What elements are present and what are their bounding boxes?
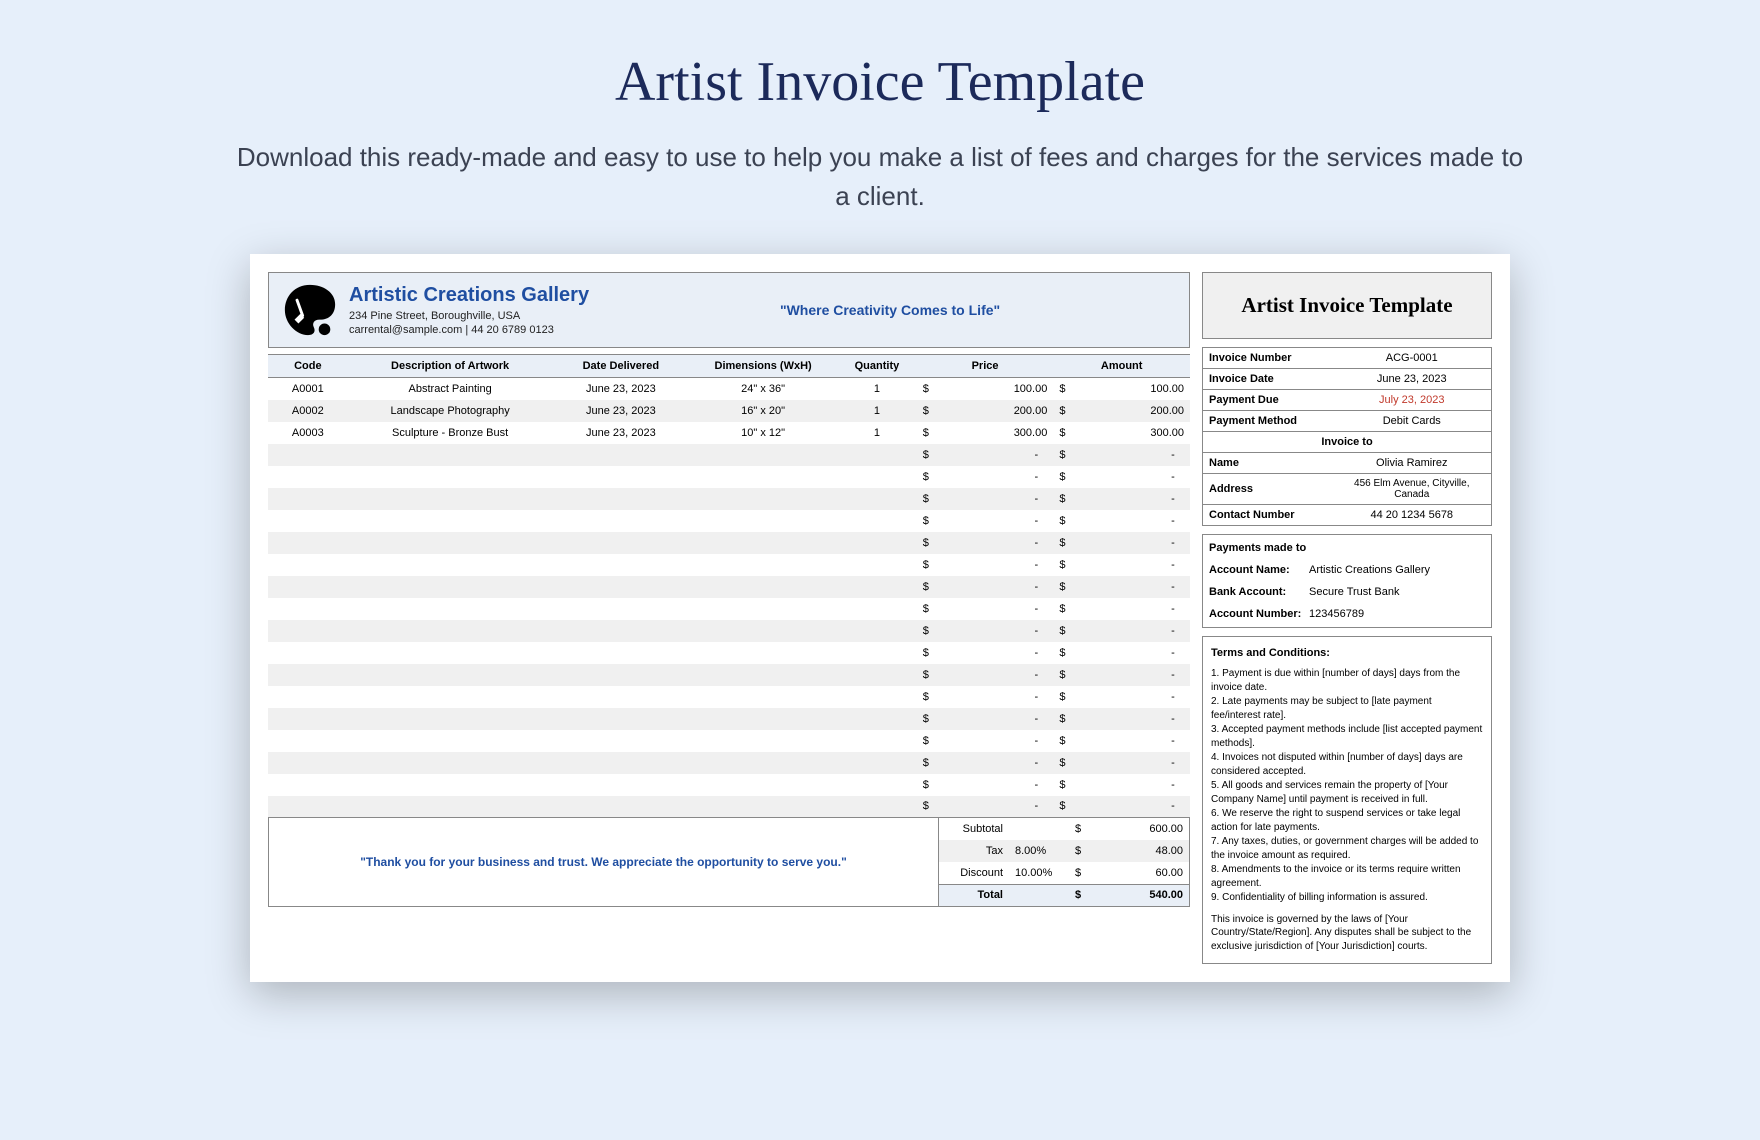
terms-item: 5. All goods and services remain the pro…: [1211, 779, 1483, 806]
bank-name: Secure Trust Bank: [1309, 586, 1400, 598]
tax-value: 48.00: [1155, 845, 1183, 857]
tax-pct: 8.00%: [1009, 840, 1069, 862]
col-qty: Quantity: [837, 355, 917, 378]
subtotal-label: Subtotal: [939, 818, 1009, 840]
invoice-date: June 23, 2023: [1333, 369, 1492, 390]
payments-header: Payments made to: [1209, 542, 1309, 554]
terms-item: 6. We reserve the right to suspend servi…: [1211, 807, 1483, 834]
terms-list: 1. Payment is due within [number of days…: [1211, 667, 1483, 905]
account-name: Artistic Creations Gallery: [1309, 564, 1430, 576]
table-row: $- $-: [268, 576, 1190, 598]
table-row: $- $-: [268, 774, 1190, 796]
sidebar-title: Artist Invoice Template: [1202, 272, 1492, 339]
client-contact: 44 20 1234 5678: [1333, 505, 1492, 526]
terms-title: Terms and Conditions:: [1211, 647, 1483, 659]
col-code: Code: [268, 355, 348, 378]
terms-item: 4. Invoices not disputed within [number …: [1211, 751, 1483, 778]
table-row: $- $-: [268, 554, 1190, 576]
terms-item: 9. Confidentiality of billing informatio…: [1211, 891, 1483, 905]
table-row: $- $-: [268, 708, 1190, 730]
table-row: $- $-: [268, 510, 1190, 532]
table-row: $- $-: [268, 752, 1190, 774]
terms-item: 2. Late payments may be subject to [late…: [1211, 695, 1483, 722]
client-name-label: Name: [1203, 453, 1333, 474]
table-row: A0002Landscape PhotographyJune 23, 20231…: [268, 400, 1190, 422]
table-row: A0001Abstract PaintingJune 23, 202324" x…: [268, 378, 1190, 400]
company-address: 234 Pine Street, Boroughville, USA: [349, 310, 589, 322]
col-desc: Description of Artwork: [348, 355, 553, 378]
payment-method: Debit Cards: [1333, 411, 1492, 432]
document-card: Artistic Creations Gallery 234 Pine Stre…: [250, 254, 1510, 982]
invoice-sidebar: Artist Invoice Template Invoice NumberAC…: [1202, 272, 1492, 964]
payment-due-label: Payment Due: [1203, 390, 1333, 411]
terms-footer: This invoice is governed by the laws of …: [1211, 913, 1483, 954]
table-row: $- $-: [268, 532, 1190, 554]
table-row: $- $-: [268, 598, 1190, 620]
total-label: Total: [939, 884, 1009, 906]
table-row: $- $-: [268, 796, 1190, 818]
bank-label: Bank Account:: [1209, 586, 1309, 598]
discount-pct: 10.00%: [1009, 862, 1069, 884]
table-row: $- $-: [268, 664, 1190, 686]
account-name-label: Account Name:: [1209, 564, 1309, 576]
totals-table: Subtotal $600.00 Tax 8.00% $48.00 Discou…: [939, 818, 1189, 906]
account-number: 123456789: [1309, 608, 1364, 620]
table-row: $- $-: [268, 642, 1190, 664]
client-name: Olivia Ramirez: [1333, 453, 1492, 474]
client-address: 456 Elm Avenue, Cityville, Canada: [1333, 474, 1492, 505]
invoice-to-header: Invoice to: [1203, 432, 1492, 453]
terms-item: 3. Accepted payment methods include [lis…: [1211, 723, 1483, 750]
company-tagline: "Where Creativity Comes to Life": [603, 302, 1177, 318]
payment-method-label: Payment Method: [1203, 411, 1333, 432]
payment-due: July 23, 2023: [1333, 390, 1492, 411]
terms-box: Terms and Conditions: 1. Payment is due …: [1202, 636, 1492, 964]
discount-label: Discount: [939, 862, 1009, 884]
discount-value: 60.00: [1155, 867, 1183, 879]
table-row: $- $-: [268, 466, 1190, 488]
col-date: Date Delivered: [553, 355, 690, 378]
invoice-number: ACG-0001: [1333, 348, 1492, 369]
payments-box: Payments made to Account Name:Artistic C…: [1202, 534, 1492, 628]
company-header: Artistic Creations Gallery 234 Pine Stre…: [268, 272, 1190, 348]
col-dim: Dimensions (WxH): [689, 355, 837, 378]
invoice-main: Artistic Creations Gallery 234 Pine Stre…: [268, 272, 1190, 964]
table-row: A0003Sculpture - Bronze BustJune 23, 202…: [268, 422, 1190, 444]
invoice-info-table: Invoice NumberACG-0001 Invoice DateJune …: [1202, 347, 1492, 526]
invoice-date-label: Invoice Date: [1203, 369, 1333, 390]
client-address-label: Address: [1203, 474, 1333, 505]
table-row: $- $-: [268, 730, 1190, 752]
client-contact-label: Contact Number: [1203, 505, 1333, 526]
tax-label: Tax: [939, 840, 1009, 862]
line-items-table: Code Description of Artwork Date Deliver…: [268, 354, 1190, 818]
table-row: $- $-: [268, 488, 1190, 510]
totals-section: "Thank you for your business and trust. …: [268, 818, 1190, 907]
col-amount: Amount: [1053, 355, 1190, 378]
col-price: Price: [917, 355, 1054, 378]
page-subtitle: Download this ready-made and easy to use…: [230, 138, 1530, 216]
terms-item: 8. Amendments to the invoice or its term…: [1211, 863, 1483, 890]
table-row: $- $-: [268, 620, 1190, 642]
thank-you-message: "Thank you for your business and trust. …: [269, 818, 939, 906]
terms-item: 1. Payment is due within [number of days…: [1211, 667, 1483, 694]
page-title: Artist Invoice Template: [0, 0, 1760, 114]
company-name: Artistic Creations Gallery: [349, 284, 589, 307]
terms-item: 7. Any taxes, duties, or government char…: [1211, 835, 1483, 862]
company-contact: carrental@sample.com | 44 20 6789 0123: [349, 324, 589, 336]
subtotal-value: 600.00: [1149, 823, 1183, 835]
table-row: $- $-: [268, 444, 1190, 466]
invoice-number-label: Invoice Number: [1203, 348, 1333, 369]
palette-icon: [281, 281, 339, 339]
total-value: 540.00: [1149, 889, 1183, 901]
account-number-label: Account Number:: [1209, 608, 1309, 620]
table-row: $- $-: [268, 686, 1190, 708]
